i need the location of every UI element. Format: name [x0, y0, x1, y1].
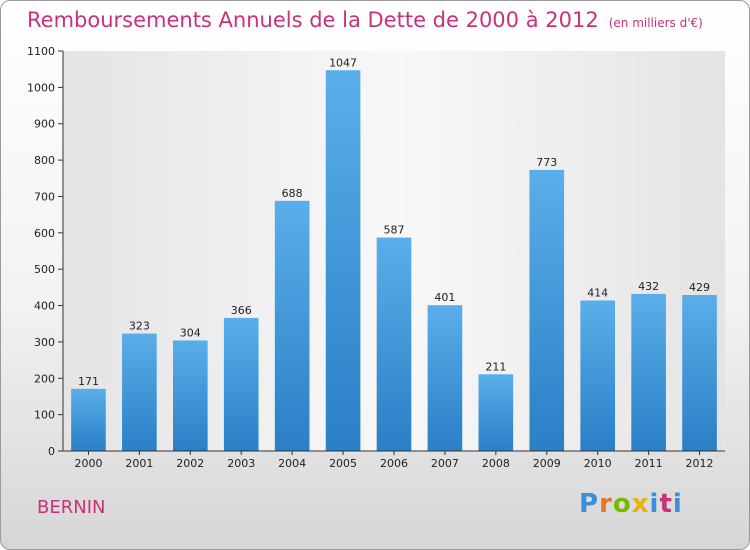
- x-axis-ticks: 2000 2001 2002 2003 2004 2005 2006 2007 2008 2009…: [74, 451, 714, 470]
- value-label-2007: 401: [434, 291, 455, 304]
- x-tick-label-2004: 2004: [278, 457, 306, 470]
- y-tick-label: 100: [34, 409, 55, 422]
- logo-letter: i: [672, 489, 683, 519]
- bar-2006: [376, 237, 412, 451]
- bar-2010: [580, 300, 616, 451]
- x-tick-label-2008: 2008: [482, 457, 510, 470]
- x-tick-label-2005: 2005: [329, 457, 357, 470]
- value-label-2010: 414: [587, 286, 608, 299]
- bars: [71, 70, 717, 451]
- value-label-2004: 688: [282, 187, 303, 200]
- x-tick-label-2000: 2000: [74, 457, 102, 470]
- y-tick-label: 500: [34, 263, 55, 276]
- y-tick-label: 700: [34, 190, 55, 203]
- logo-letter: P: [579, 489, 600, 519]
- x-tick-label-2011: 2011: [635, 457, 663, 470]
- bar-2003: [223, 317, 259, 451]
- bar-2011: [631, 293, 666, 451]
- x-tick-label-2010: 2010: [584, 457, 612, 470]
- y-tick-label: 900: [34, 118, 55, 131]
- y-tick-label: 0: [48, 445, 55, 458]
- value-label-2008: 211: [485, 360, 506, 373]
- x-tick-label-2006: 2006: [380, 457, 408, 470]
- bar-2008: [478, 374, 514, 451]
- bar-2004: [274, 200, 310, 451]
- logo-letter: o: [612, 489, 632, 519]
- value-label-2012: 429: [689, 281, 710, 294]
- x-tick-label-2012: 2012: [686, 457, 714, 470]
- bar-2009: [529, 169, 565, 451]
- value-label-2011: 432: [638, 280, 659, 293]
- chart-title-text: Remboursements Annuels de la Dette de 20…: [27, 8, 599, 32]
- bar-2000: [71, 388, 106, 451]
- logo-letter: t: [659, 489, 673, 519]
- bar-2002: [172, 340, 208, 451]
- y-tick-label: 300: [34, 336, 55, 349]
- value-label-2005: 1047: [329, 56, 357, 69]
- y-tick-label: 800: [34, 154, 55, 167]
- value-label-2009: 773: [536, 156, 557, 169]
- value-label-2000: 171: [78, 375, 99, 388]
- x-tick-label-2003: 2003: [227, 457, 255, 470]
- value-labels: 171 323 304 366 688 1047 587 401 211 773 414 432 429: [78, 56, 710, 388]
- value-label-2006: 587: [384, 224, 405, 237]
- y-tick-label: 600: [34, 227, 55, 240]
- value-label-2002: 304: [180, 326, 201, 339]
- x-tick-label-2009: 2009: [533, 457, 561, 470]
- value-label-2001: 323: [129, 320, 150, 333]
- x-tick-label-2002: 2002: [176, 457, 204, 470]
- y-tick-label: 1100: [27, 45, 55, 58]
- y-tick-label: 1000: [27, 81, 55, 94]
- logo-letter: i: [649, 489, 660, 519]
- y-tick-label: 400: [34, 300, 55, 313]
- logo-letter: x: [631, 489, 650, 519]
- bar-2001: [122, 333, 157, 451]
- proxiti-logo: Proxiti: [579, 489, 683, 519]
- value-label-2003: 366: [231, 304, 252, 317]
- y-tick-label: 200: [34, 372, 55, 385]
- y-axis-ticks: 0 100 200 300 400 500 600 700 800 900 1000 1100: [27, 45, 63, 458]
- commune-name: BERNIN: [37, 497, 106, 518]
- chart-subtitle: (en milliers d'€): [608, 16, 703, 30]
- bar-2005: [325, 70, 361, 451]
- bar-2012: [682, 295, 717, 451]
- x-tick-label-2001: 2001: [125, 457, 153, 470]
- bar-2007: [427, 305, 463, 451]
- chart-title: Remboursements Annuels de la Dette de 20…: [27, 8, 703, 32]
- x-tick-label-2007: 2007: [431, 457, 459, 470]
- logo-letter: r: [599, 489, 613, 519]
